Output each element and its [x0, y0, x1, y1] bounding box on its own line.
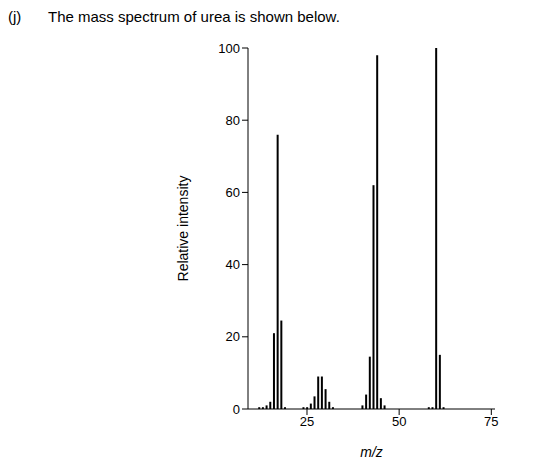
svg-text:Relative intensity: Relative intensity	[175, 176, 191, 282]
svg-text:100: 100	[218, 41, 240, 56]
svg-text:75: 75	[484, 414, 498, 429]
svg-text:0: 0	[233, 402, 240, 417]
svg-text:60: 60	[226, 185, 240, 200]
svg-text:m/z: m/z	[360, 444, 383, 460]
svg-text:20: 20	[226, 329, 240, 344]
svg-text:80: 80	[226, 113, 240, 128]
html-text:(j): (j)	[8, 8, 22, 25]
svg-text:50: 50	[392, 414, 406, 429]
svg-text:25: 25	[300, 414, 314, 429]
html-text:The mass spectrum of urea is s: The mass spectrum of urea is shown below…	[48, 8, 340, 25]
svg-text:40: 40	[226, 257, 240, 272]
